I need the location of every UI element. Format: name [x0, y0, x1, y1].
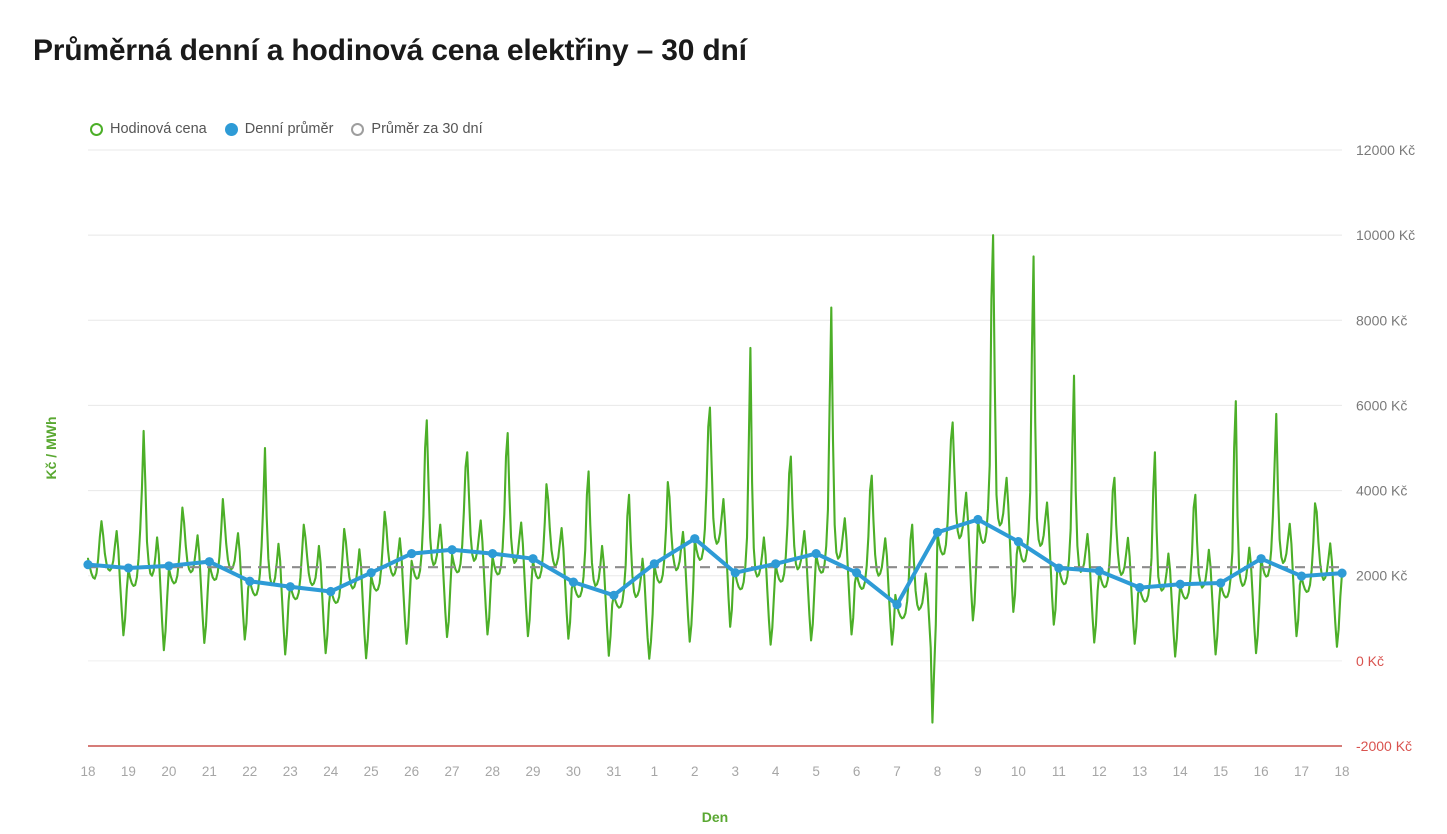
daily-average-point[interactable]	[528, 554, 538, 564]
legend-item-hourly[interactable]: Hodinová cena	[90, 121, 207, 137]
daily-average-point[interactable]	[407, 548, 417, 559]
x-axis-tick-label: 5	[812, 764, 820, 779]
x-axis-tick-label: 18	[1334, 764, 1349, 779]
x-axis-tick-label: 8	[934, 764, 942, 779]
daily-average-point[interactable]	[285, 582, 295, 592]
daily-average-point[interactable]	[892, 600, 902, 610]
daily-average-point[interactable]	[1175, 579, 1185, 589]
legend-daily-marker-icon	[224, 122, 238, 136]
y-axis-title: Kč / MWh	[43, 417, 59, 480]
x-axis-tick-label: 27	[445, 764, 460, 779]
y-axis-tick-label: 0 Kč	[1356, 653, 1384, 669]
daily-average-point[interactable]	[932, 527, 943, 537]
daily-average-point[interactable]	[1337, 568, 1347, 578]
x-axis-tick-label: 20	[161, 764, 176, 779]
legend-item-average[interactable]: Průměr za 30 dní	[351, 121, 483, 137]
daily-average-point[interactable]	[568, 577, 579, 587]
y-axis-tick-label: 8000 Kč	[1356, 312, 1407, 328]
legend-average-label: Průměr za 30 dní	[371, 121, 483, 137]
daily-average-point[interactable]	[245, 576, 255, 586]
daily-average-point[interactable]	[811, 548, 821, 559]
daily-average-point[interactable]	[973, 514, 983, 525]
y-axis-tick-label: 2000 Kč	[1356, 568, 1407, 584]
x-axis-tick-label: 25	[364, 764, 379, 779]
y-axis-tick-label: 10000 Kč	[1356, 227, 1415, 243]
daily-average-point[interactable]	[487, 548, 498, 559]
daily-average-point[interactable]	[123, 563, 134, 573]
daily-average-point[interactable]	[447, 545, 457, 555]
daily-average-point[interactable]	[609, 590, 619, 600]
x-axis-tick-label: 9	[974, 764, 982, 779]
daily-average-point[interactable]	[730, 568, 740, 578]
legend-hourly-label: Hodinová cena	[110, 121, 207, 137]
daily-average-point[interactable]	[1216, 578, 1226, 588]
daily-average-point[interactable]	[1296, 571, 1307, 581]
daily-average-point[interactable]	[164, 561, 174, 571]
x-axis-tick-label: 16	[1254, 764, 1269, 779]
daily-average-point[interactable]	[326, 586, 336, 597]
x-axis-tick-label: 10	[1011, 764, 1026, 779]
x-axis-tick-label: 17	[1294, 764, 1309, 779]
legend-item-daily[interactable]: Denní průměr	[224, 121, 334, 137]
x-axis-tick-label: 26	[404, 764, 419, 779]
x-axis-tick-label: 12	[1092, 764, 1107, 779]
daily-average-point[interactable]	[1013, 537, 1023, 547]
legend-daily-label: Denní průměr	[244, 121, 334, 137]
daily-average-point[interactable]	[1054, 563, 1064, 573]
y-axis-tick-label: 6000 Kč	[1356, 397, 1407, 413]
x-axis-tick-label: 23	[283, 764, 298, 779]
daily-average-point[interactable]	[1135, 583, 1145, 593]
page-title: Průměrná denní a hodinová cena elektřiny…	[33, 34, 747, 67]
x-axis-title: Den	[702, 809, 728, 825]
daily-average-point[interactable]	[83, 560, 93, 570]
x-axis-tick-label: 4	[772, 764, 780, 779]
x-axis-tick-label: 15	[1213, 764, 1228, 779]
daily-average-point[interactable]	[771, 559, 781, 569]
x-axis-tick-label: 24	[323, 764, 339, 779]
chart-legend: Hodinová cena Denní průměr Průměr za 30 …	[90, 121, 483, 137]
daily-average-line	[86, 517, 1344, 607]
y-axis-tick-label: 4000 Kč	[1356, 483, 1407, 499]
daily-average-point[interactable]	[1094, 566, 1104, 576]
x-axis-tick-label: 29	[525, 764, 540, 779]
x-axis-tick-label: 13	[1132, 764, 1147, 779]
x-axis-tick-label: 30	[566, 764, 581, 779]
x-axis-tick-label: 31	[606, 764, 621, 779]
daily-average-point[interactable]	[204, 557, 214, 567]
daily-average-point[interactable]	[851, 568, 862, 578]
daily-average-point[interactable]	[1256, 554, 1266, 564]
x-axis-tick-label: 2	[691, 764, 699, 779]
y-axis-tick-label: -2000 Kč	[1356, 738, 1412, 754]
x-axis-tick-label: 22	[242, 764, 257, 779]
x-axis-tick-label: 18	[80, 764, 95, 779]
x-axis-tick-label: 14	[1173, 764, 1189, 779]
x-axis-tick-label: 7	[893, 764, 901, 779]
daily-average-point[interactable]	[690, 534, 700, 544]
x-axis-tick-label: 11	[1052, 764, 1066, 779]
legend-average-marker-icon	[351, 122, 365, 136]
x-axis-tick-label: 19	[121, 764, 136, 779]
x-axis-tick-label: 21	[202, 764, 217, 779]
x-axis-tick-label: 6	[853, 764, 861, 779]
daily-average-point[interactable]	[366, 568, 376, 578]
y-axis-tick-label: 12000 Kč	[1356, 142, 1415, 158]
hourly-price-line	[86, 234, 1344, 724]
daily-average-point[interactable]	[649, 559, 659, 569]
x-axis-tick-label: 1	[651, 764, 659, 779]
x-axis-tick-label: 28	[485, 764, 500, 779]
legend-hourly-marker-icon	[90, 122, 103, 136]
x-axis-tick-label: 3	[731, 764, 739, 779]
